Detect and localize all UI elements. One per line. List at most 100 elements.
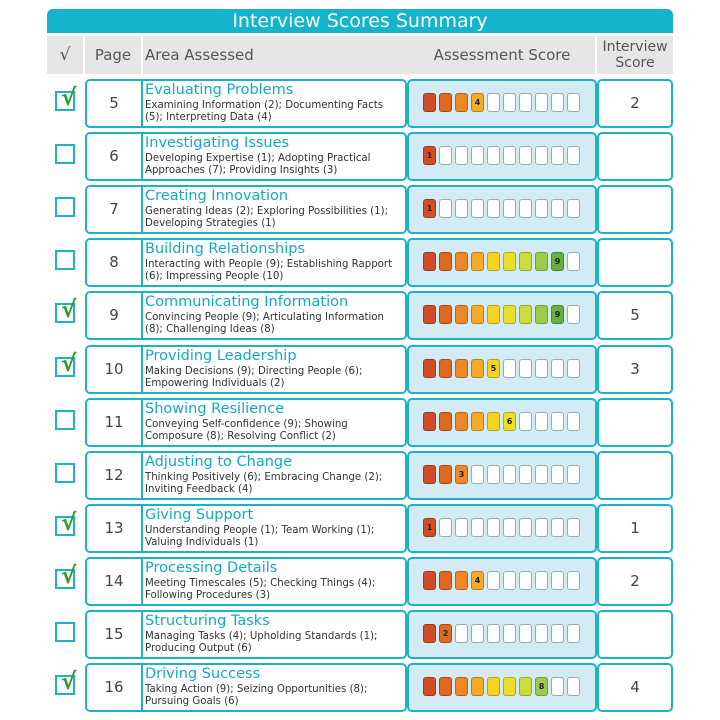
scale-square-6 (503, 677, 516, 697)
header-assessment-score: Assessment Score (409, 36, 595, 74)
assessment-score-cell: 4 (407, 556, 597, 606)
header-area-assessed: Area Assessed (143, 36, 409, 74)
row-checkbox[interactable]: √ (55, 85, 76, 111)
scale-square-2 (439, 517, 452, 537)
interview-score (597, 238, 673, 288)
area-description: Thinking Positively (6); Embracing Chang… (145, 471, 383, 495)
interview-score: 4 (597, 663, 673, 713)
row-checkbox[interactable]: √ (55, 669, 76, 696)
scale-square-4 (471, 411, 484, 431)
scale-square-4 (471, 252, 484, 272)
scale-square-5 (487, 252, 500, 272)
scale-square-8 (535, 305, 548, 325)
scale-square-10 (567, 146, 580, 166)
scale-square-7 (519, 624, 532, 643)
scale-square-9 (551, 411, 564, 431)
scale-square-6 (503, 517, 516, 537)
scale-square-6 (503, 252, 516, 272)
area-title: Building Relationships (145, 241, 305, 258)
scale-square-4 (471, 146, 484, 166)
row-area-cell: Adjusting to Change Thinking Positively (… (143, 450, 407, 500)
score-scale: 1 (423, 199, 580, 219)
scale-square-7 (519, 146, 532, 166)
scale-square-1 (423, 93, 436, 112)
score-scale: 9 (423, 305, 580, 325)
table-row: √ 9 Communicating Information Convincing Pe… (47, 291, 673, 341)
scale-square-3 (455, 624, 468, 643)
assessment-score-cell: 5 (407, 344, 597, 394)
scale-square-9: 9 (551, 252, 564, 272)
row-area-cell: Processing Details Meeting Timescales (5)… (143, 556, 407, 606)
scale-square-6: 6 (503, 411, 516, 431)
area-title: Processing Details (145, 559, 278, 576)
checkmark-icon: √ (61, 350, 77, 377)
row-checkbox[interactable]: √ (55, 297, 76, 324)
scale-square-5 (487, 305, 500, 325)
scale-square-10 (567, 305, 580, 325)
row-checkbox[interactable] (55, 197, 75, 218)
row-page-number: 12 (85, 450, 143, 500)
scale-square-4 (471, 464, 484, 484)
row-checkbox[interactable] (55, 409, 75, 430)
row-page-number: 8 (85, 238, 143, 288)
scale-square-8 (535, 411, 548, 431)
row-checkbox[interactable] (55, 622, 75, 642)
scale-square-5: 5 (487, 358, 500, 378)
scale-square-7 (519, 199, 532, 219)
score-scale: 9 (423, 252, 580, 272)
assessment-score-cell: 3 (407, 450, 597, 500)
scale-square-1 (423, 411, 436, 431)
area-title: Evaluating Problems (145, 82, 294, 98)
table-row: √ 14 Processing Details Meeting Timescales … (47, 556, 673, 606)
scale-square-9 (551, 624, 564, 643)
scale-square-9 (551, 570, 564, 590)
row-checkbox[interactable] (55, 144, 75, 165)
header-interview-score: Interview Score (597, 36, 673, 74)
row-page-number: 13 (85, 503, 143, 553)
score-scale: 6 (423, 411, 580, 431)
scale-square-10 (567, 358, 580, 378)
table-row: 12 Adjusting to Change Thinking Positively… (47, 450, 673, 500)
scale-square-9 (551, 146, 564, 166)
scale-square-5 (487, 93, 500, 112)
area-title: Driving Success (145, 666, 261, 683)
row-checkbox[interactable]: √ (55, 563, 76, 589)
scale-square-7 (519, 305, 532, 325)
row-checkbox[interactable] (55, 462, 75, 483)
checkmark-icon: √ (61, 669, 77, 696)
scale-square-1: 1 (423, 199, 436, 219)
scale-square-4 (471, 199, 484, 219)
scale-square-3: 3 (455, 464, 468, 484)
scale-square-5 (487, 517, 500, 537)
row-page-number: 16 (85, 663, 143, 713)
interview-score (597, 397, 673, 447)
scale-square-10 (567, 252, 580, 272)
scale-square-2 (439, 93, 452, 112)
scale-square-9 (551, 358, 564, 378)
row-checkbox[interactable] (55, 250, 75, 271)
scale-square-8 (535, 93, 548, 112)
row-checkbox[interactable]: √ (55, 351, 76, 377)
row-area-cell: Creating Innovation Generating Ideas (2);… (143, 185, 407, 235)
area-description: Meeting Timescales (5); Checking Things … (145, 577, 376, 601)
assessment-score-cell: 1 (407, 503, 597, 553)
scale-square-10 (567, 199, 580, 219)
interview-score: 1 (597, 503, 673, 553)
row-area-cell: Structuring Tasks Managing Tasks (4); Uph… (143, 610, 407, 659)
interview-score (597, 450, 673, 500)
table-row: 7 Creating Innovation Generating Ideas (2)… (47, 185, 673, 235)
interview-score (597, 132, 673, 182)
row-area-cell: Providing Leadership Making Decisions (9)… (143, 344, 407, 394)
scale-square-6 (503, 624, 516, 643)
scale-square-3 (455, 677, 468, 697)
scale-square-10 (567, 464, 580, 484)
area-title: Communicating Information (145, 294, 349, 311)
scale-square-7 (519, 411, 532, 431)
row-checkbox[interactable]: √ (55, 510, 76, 536)
scale-square-10 (567, 93, 580, 112)
scale-square-10 (567, 624, 580, 643)
scale-square-8: 8 (535, 677, 548, 697)
scale-square-1 (423, 305, 436, 325)
scale-square-1 (423, 624, 436, 643)
scale-square-2 (439, 570, 452, 590)
